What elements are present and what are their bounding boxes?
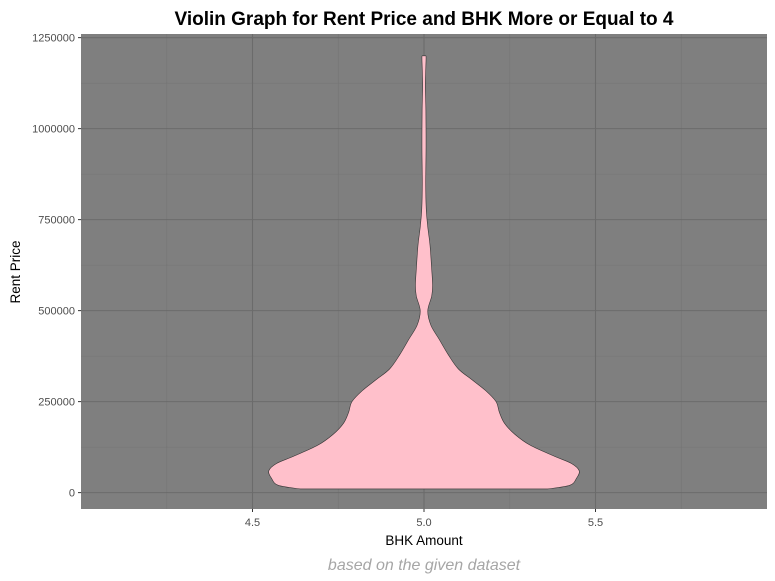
y-tick-label: 1250000	[32, 33, 75, 45]
y-tick-label: 0	[69, 488, 75, 500]
y-axis-title: Rent Price	[8, 240, 23, 303]
x-axis: 4.5 5.0 5.5	[245, 509, 603, 529]
x-axis-title: BHK Amount	[385, 533, 463, 548]
violin-shape	[268, 55, 580, 490]
y-tick-label: 1000000	[32, 124, 75, 136]
chart-title: Violin Graph for Rent Price and BHK More…	[175, 9, 674, 30]
y-tick-label: 250000	[38, 397, 75, 409]
x-tick-label: 5.0	[416, 517, 431, 529]
x-tick-label: 4.5	[245, 517, 260, 529]
chart-caption: based on the given dataset	[328, 557, 521, 574]
y-tick-label: 750000	[38, 215, 75, 227]
y-axis: 0 250000 500000 750000 1000000 1250000	[32, 33, 81, 500]
x-tick-label: 5.5	[588, 517, 603, 529]
y-tick-label: 500000	[38, 306, 75, 318]
